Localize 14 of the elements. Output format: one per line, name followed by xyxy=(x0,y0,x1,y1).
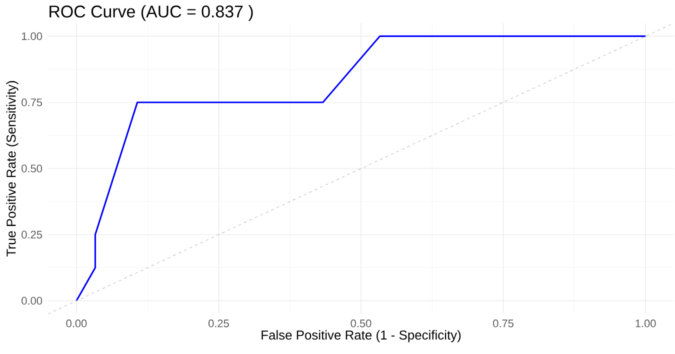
y-tick-label: 0.50 xyxy=(22,164,42,172)
y-axis-title: True Positive Rate (Sensitivity) xyxy=(6,81,18,256)
line-series xyxy=(76,35,646,302)
x-tick-label: 1.00 xyxy=(636,320,656,328)
chart-title: ROC Curve (AUC = 0.837 ) xyxy=(50,5,253,21)
y-tick-label: 0.75 xyxy=(22,98,42,106)
x-axis-title: False Positive Rate (1 - Specificity) xyxy=(262,330,461,342)
y-tick-label: 0.25 xyxy=(22,230,42,239)
y-tick-label: 1.00 xyxy=(22,32,42,40)
x-tick-label: 0.75 xyxy=(493,320,514,328)
x-tick-label: 0.00 xyxy=(66,320,87,328)
x-tick-label: 0.25 xyxy=(208,320,229,328)
x-tick-label: 0.50 xyxy=(350,320,372,328)
y-tick-label: 0.00 xyxy=(22,296,42,305)
